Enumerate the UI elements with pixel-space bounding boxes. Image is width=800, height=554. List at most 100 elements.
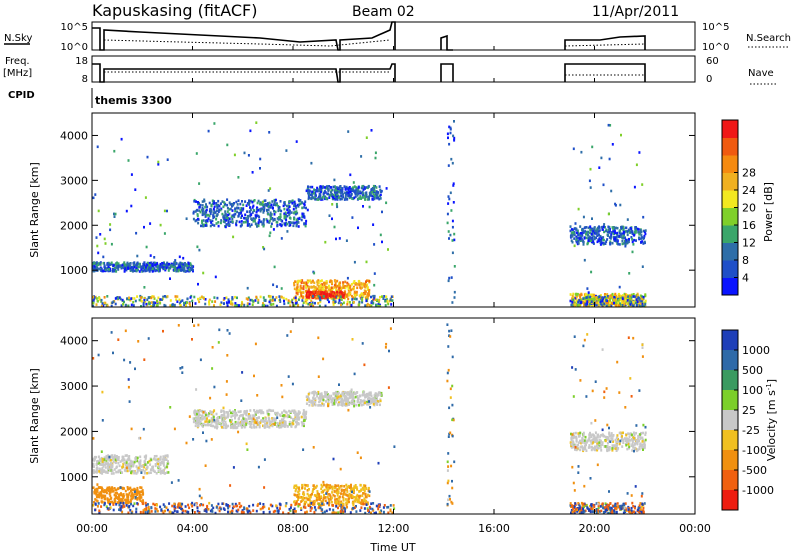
- power-cell: [240, 216, 243, 219]
- power-cell: [172, 268, 175, 272]
- power-cell: [168, 262, 170, 266]
- power-cell: [132, 300, 135, 304]
- velocity-cell: [199, 420, 202, 424]
- power-cell: [233, 153, 236, 157]
- velocity-cell: [231, 414, 234, 417]
- velocity-cell: [138, 495, 141, 498]
- power-cell: [333, 286, 336, 289]
- velocity-cell: [363, 497, 366, 500]
- power-cell: [609, 301, 611, 305]
- power-cell: [632, 300, 635, 304]
- power-cell: [174, 295, 177, 298]
- velocity-cell: [123, 469, 126, 472]
- power-cell: [621, 294, 624, 297]
- power-cell: [131, 268, 134, 271]
- power-cell: [301, 279, 304, 282]
- power-cell: [283, 207, 286, 211]
- velocity-cell: [330, 400, 333, 404]
- power-cell: [298, 296, 301, 299]
- velocity-cell: [325, 486, 328, 490]
- power-cell: [239, 208, 242, 212]
- velocity-cell: [259, 421, 262, 424]
- velocity-cell: [295, 412, 298, 416]
- power-cell: [629, 300, 632, 304]
- power-cell: [129, 266, 132, 270]
- velocity-cell: [344, 498, 347, 501]
- power-cell: [324, 195, 327, 199]
- velocity-cell: [286, 425, 289, 428]
- power-cell: [359, 195, 362, 198]
- power-cell: [285, 215, 288, 218]
- power-cell: [611, 302, 613, 305]
- power-cell: [163, 209, 166, 213]
- velocity-cell: [290, 410, 293, 414]
- power-cell: [337, 186, 340, 190]
- power-cell: [270, 222, 273, 226]
- velocity-cell: [221, 421, 224, 424]
- power-cell: [250, 223, 253, 226]
- velocity-cell: [145, 454, 148, 458]
- power-cell: [614, 238, 617, 241]
- power-cell: [109, 228, 112, 232]
- velocity-cell: [113, 493, 116, 497]
- power-cell: [374, 156, 377, 160]
- power-cell: [606, 238, 609, 241]
- power-cell: [587, 226, 590, 230]
- velocity-cell: [226, 412, 229, 416]
- power-cell: [320, 279, 323, 282]
- velocity-cell: [628, 435, 631, 439]
- velocity-cell: [127, 488, 129, 491]
- velocity-cell: [295, 500, 298, 503]
- power-cell: [112, 264, 115, 267]
- velocity-cell: [283, 409, 286, 413]
- power-cell: [307, 295, 310, 299]
- velocity-cell: [204, 423, 207, 427]
- power-cell: [271, 200, 274, 203]
- velocity-cell: [325, 400, 327, 403]
- power-cell: [138, 270, 141, 273]
- power-cell: [335, 186, 338, 189]
- velocity-cell: [96, 462, 99, 465]
- velocity-cell: [367, 493, 369, 497]
- velocity-cell: [130, 471, 132, 474]
- velocity-cell: [337, 395, 340, 398]
- power-cell: [267, 208, 270, 212]
- velocity-cell: [345, 487, 348, 491]
- freq-right-tick-top: 60: [706, 56, 719, 67]
- power-cell: [197, 201, 199, 204]
- power-cell: [293, 281, 295, 285]
- power-cell: [619, 203, 622, 207]
- power-cell: [279, 213, 282, 216]
- velocity-cell: [121, 455, 124, 459]
- power-cell: [600, 241, 603, 245]
- beam-title: Beam 02: [352, 4, 415, 20]
- power-cell: [318, 188, 321, 191]
- power-cell: [167, 269, 170, 272]
- velocity-cell: [364, 484, 367, 488]
- power-cell: [291, 202, 294, 205]
- velocity-cell: [331, 400, 334, 403]
- velocity-cell: [165, 458, 168, 461]
- power-cell: [624, 298, 627, 301]
- velocity-cell: [334, 391, 337, 395]
- power-cell: [229, 302, 232, 306]
- power-cell: [125, 209, 128, 213]
- power-cell: [577, 207, 580, 211]
- velocity-cell: [104, 466, 107, 469]
- power-cell: [266, 208, 269, 212]
- velocity-cell: [351, 392, 354, 396]
- power-cell: [336, 194, 339, 198]
- velocity-cell: [136, 470, 139, 474]
- power-cell: [199, 203, 202, 207]
- power-cell: [161, 261, 164, 265]
- velocity-cell: [115, 459, 118, 463]
- power-cell: [278, 295, 281, 298]
- power-cell: [173, 264, 176, 267]
- power-cell: [612, 226, 615, 229]
- power-cell: [257, 301, 260, 304]
- power-cell: [246, 210, 249, 213]
- power-cell: [260, 220, 263, 224]
- velocity-cell: [111, 458, 114, 462]
- power-cell: [595, 236, 597, 240]
- power-cell: [365, 304, 368, 307]
